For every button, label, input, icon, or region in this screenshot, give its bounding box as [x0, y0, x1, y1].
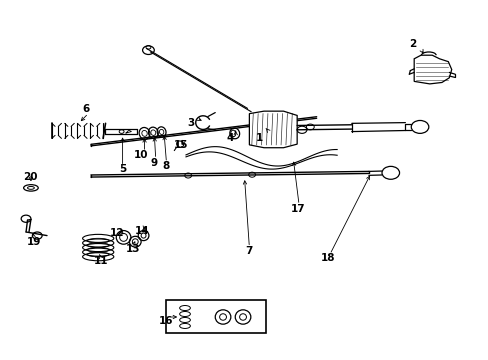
- Text: 8: 8: [163, 161, 170, 171]
- Text: 20: 20: [22, 172, 37, 182]
- Text: 19: 19: [27, 237, 41, 247]
- Text: 3: 3: [187, 118, 194, 128]
- Text: 7: 7: [245, 246, 253, 256]
- Text: 2: 2: [408, 40, 415, 49]
- Text: 16: 16: [159, 316, 173, 325]
- Text: 17: 17: [290, 204, 305, 214]
- Text: 4: 4: [226, 133, 233, 143]
- Text: 9: 9: [150, 158, 158, 168]
- Text: 10: 10: [134, 150, 148, 160]
- Text: 1: 1: [255, 133, 262, 143]
- Text: 11: 11: [93, 256, 108, 266]
- Polygon shape: [413, 55, 451, 84]
- Text: 18: 18: [321, 253, 335, 263]
- Bar: [166, 301, 266, 333]
- Text: 13: 13: [126, 244, 140, 254]
- Text: 12: 12: [109, 228, 124, 238]
- Text: 14: 14: [135, 226, 149, 236]
- Text: 6: 6: [82, 104, 89, 114]
- Text: 5: 5: [119, 164, 126, 174]
- Text: 15: 15: [174, 140, 188, 150]
- Polygon shape: [249, 111, 297, 148]
